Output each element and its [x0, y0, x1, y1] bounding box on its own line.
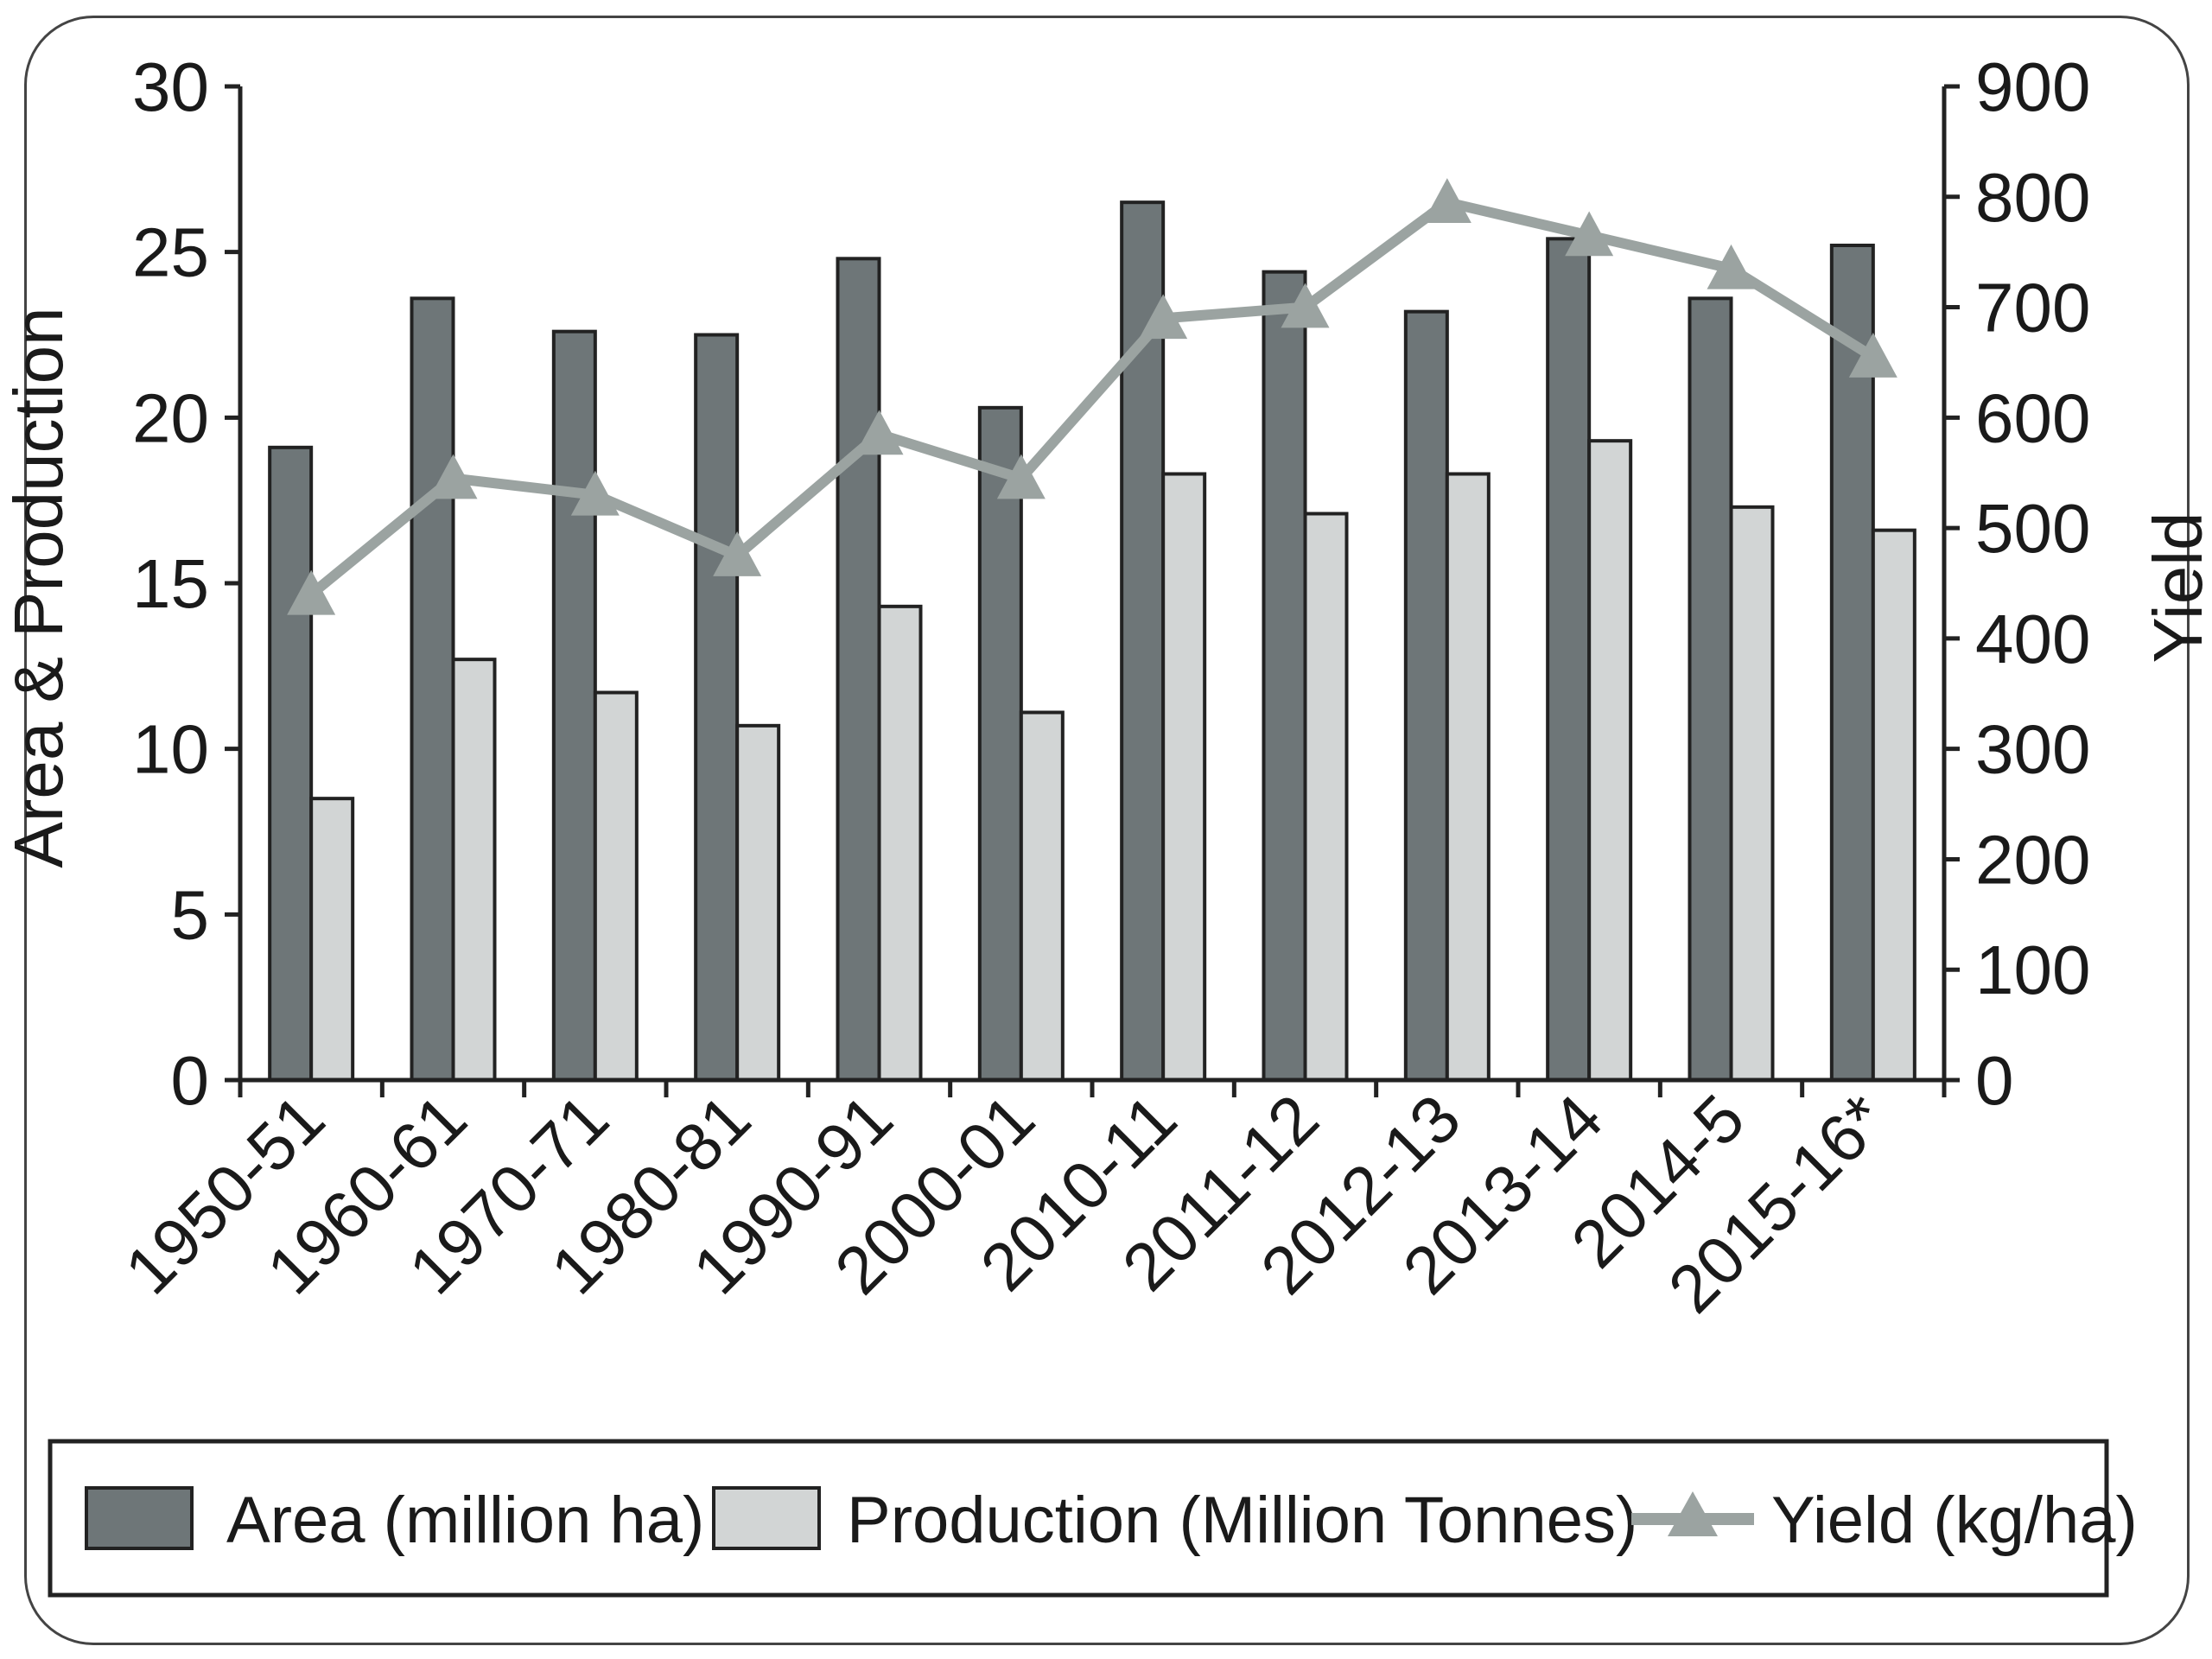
yield-line	[308, 197, 1877, 599]
bar-production-2010-11	[1161, 472, 1207, 1082]
y2-tick-label-200: 200	[1975, 821, 2090, 898]
bar-area-2011-12	[1262, 270, 1307, 1082]
yield-point-2011-12	[1281, 283, 1330, 328]
bar-area-1980-81	[694, 333, 740, 1082]
yield-point-2014-5	[1707, 244, 1756, 289]
y-tick-label-5: 5	[171, 876, 210, 953]
y2-tick-label-400: 400	[1975, 601, 2090, 677]
bar-production-2014-5	[1729, 505, 1775, 1082]
legend: Area (million ha) Production (Million To…	[48, 1439, 2138, 1598]
bar-production-2011-12	[1303, 512, 1349, 1082]
legend-swatch-area	[85, 1486, 194, 1550]
y-tick-label-10: 10	[132, 711, 209, 788]
y2-tick-label-600: 600	[1975, 379, 2090, 456]
y2-tick-label-100: 100	[1975, 931, 2090, 1008]
bar-area-1970-71	[551, 329, 597, 1082]
legend-label-area: Area (million ha)	[226, 1484, 704, 1557]
axes-layer: 0510152025300100200300400500600700800900…	[111, 48, 2091, 1327]
yield-point-2000-01	[996, 454, 1046, 499]
legend-label-yield: Yield (kg/ha)	[1771, 1484, 2138, 1557]
legend-label-production: Production (Million Tonnes)	[847, 1484, 1637, 1557]
y2-tick-label-800: 800	[1975, 159, 2090, 236]
yield-point-1990-91	[855, 410, 904, 455]
bar-production-2012-13	[1445, 472, 1491, 1082]
y-tick-label-25: 25	[132, 214, 209, 291]
yield-point-2010-11	[1139, 294, 1188, 340]
bar-production-1960-61	[451, 658, 497, 1083]
legend-swatch-yield-marker	[1668, 1491, 1718, 1536]
bar-area-2012-13	[1403, 309, 1449, 1082]
bar-production-2015-16*	[1871, 528, 1916, 1082]
y-tick-label-30: 30	[132, 48, 209, 125]
bar-area-1990-91	[836, 257, 881, 1083]
bar-area-2000-01	[977, 405, 1023, 1083]
yield-point-1980-81	[713, 531, 762, 576]
yield-point-2015-16*	[1848, 333, 1897, 378]
bar-area-1960-61	[410, 296, 455, 1083]
y-tick-label-20: 20	[132, 379, 209, 456]
y2-tick-label-700: 700	[1975, 270, 2090, 346]
bar-production-2013-14	[1587, 439, 1633, 1082]
y2-tick-label-300: 300	[1975, 711, 2090, 788]
y-axis-title: Area & Production	[0, 307, 77, 868]
yield-point-2013-14	[1565, 211, 1614, 257]
bar-area-2013-14	[1546, 237, 1592, 1083]
legend-swatch-production	[712, 1486, 821, 1550]
bar-production-1970-71	[593, 690, 639, 1082]
y2-tick-label-900: 900	[1975, 48, 2090, 125]
bar-production-1990-91	[877, 604, 923, 1082]
yield-point-1970-71	[570, 470, 620, 516]
yield-line-layer	[287, 178, 1897, 615]
bar-production-1950-51	[309, 797, 355, 1083]
yield-point-2012-13	[1422, 178, 1471, 223]
y2-tick-label-0: 0	[1975, 1042, 2014, 1119]
bars-layer	[268, 200, 1916, 1083]
y2-tick-label-500: 500	[1975, 490, 2090, 567]
y2-axis-title: Yield	[2139, 512, 2212, 664]
legend-box	[48, 1439, 2109, 1598]
y-tick-label-15: 15	[132, 545, 209, 622]
y-tick-label-0: 0	[171, 1042, 210, 1119]
yield-point-1960-61	[429, 454, 478, 499]
bar-production-1980-81	[735, 723, 781, 1082]
yield-point-1950-51	[287, 569, 336, 615]
bar-area-2014-5	[1688, 296, 1733, 1083]
bar-area-1950-51	[268, 445, 314, 1082]
bar-production-2000-01	[1019, 710, 1065, 1082]
chart-frame	[24, 16, 2190, 1645]
